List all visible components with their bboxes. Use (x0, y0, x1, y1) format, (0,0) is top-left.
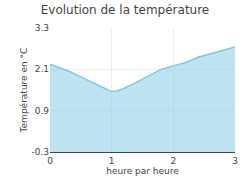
svg-text:Température en °C: Température en °C (19, 48, 29, 134)
svg-text:-0.3: -0.3 (31, 147, 49, 157)
svg-text:heure par heure: heure par heure (106, 166, 179, 176)
svg-text:0: 0 (47, 156, 53, 166)
svg-text:Evolution de la température: Evolution de la température (41, 3, 210, 17)
svg-text:3: 3 (232, 156, 238, 166)
svg-text:1: 1 (109, 156, 115, 166)
svg-text:0.9: 0.9 (35, 106, 50, 116)
svg-text:3.3: 3.3 (35, 23, 49, 33)
svg-text:2: 2 (170, 156, 176, 166)
svg-text:2.1: 2.1 (35, 64, 49, 74)
